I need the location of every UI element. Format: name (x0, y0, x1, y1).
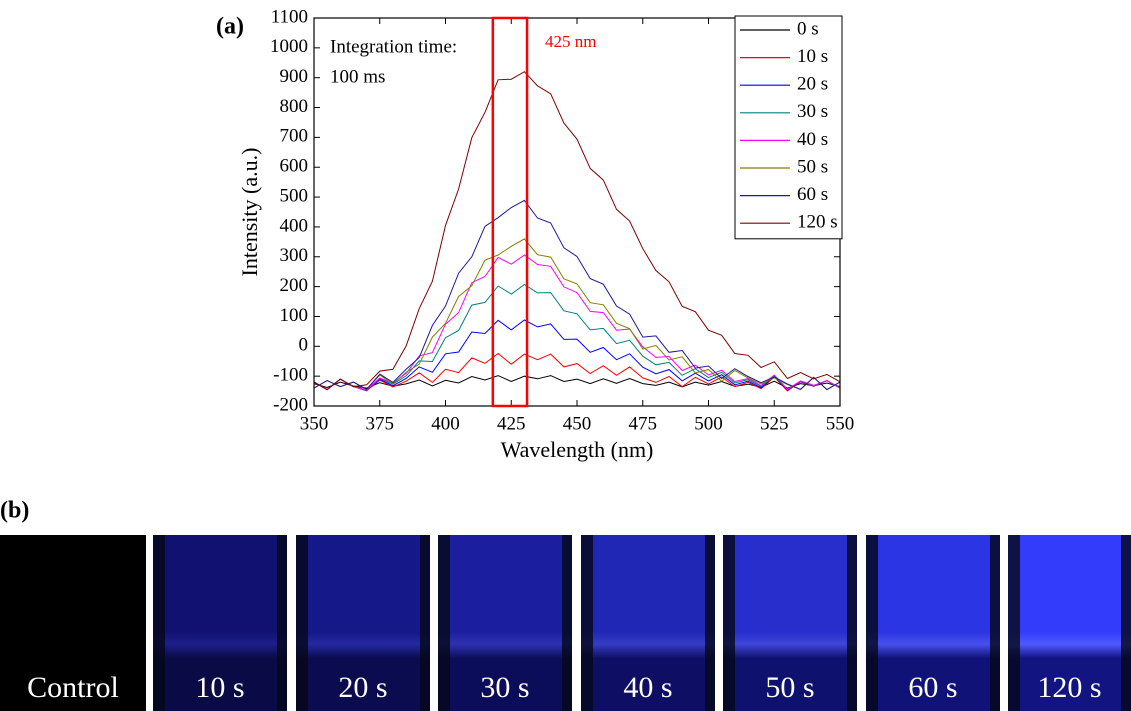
photo (438, 535, 572, 711)
annotation: 100 ms (330, 66, 385, 87)
vial-edge (438, 535, 450, 711)
photo (1008, 535, 1131, 711)
x-tick-label: 425 (497, 413, 526, 434)
photo (723, 535, 857, 711)
x-tick-label: 525 (760, 413, 789, 434)
series-line (313, 319, 841, 392)
vial-edge (866, 535, 878, 711)
series-line (313, 352, 841, 392)
photo-label: 60 s (908, 671, 957, 704)
photo-label: 50 s (765, 671, 814, 704)
vial-edge (581, 535, 593, 711)
series-line (313, 238, 841, 391)
x-tick-label: 550 (826, 413, 855, 434)
vial-edge (296, 535, 308, 711)
legend-box (734, 15, 843, 240)
y-tick-label: 900 (280, 66, 309, 87)
photo (153, 535, 287, 711)
y-tick-label: 0 (299, 335, 309, 356)
legend-label: 30 s (797, 101, 828, 122)
vial-edge (277, 535, 287, 711)
vial-edge (723, 535, 735, 711)
y-tick-label: 300 (280, 245, 309, 266)
photo-label: Control (27, 671, 119, 704)
y-tick-label: 100 (280, 305, 309, 326)
y-tick-label: 400 (280, 215, 309, 236)
y-tick-label: 800 (280, 96, 309, 117)
x-tick-label: 400 (431, 413, 460, 434)
y-tick-label: -100 (273, 365, 308, 386)
photo (866, 535, 1000, 711)
y-tick-label: 700 (280, 126, 309, 147)
vial-edge (847, 535, 857, 711)
legend-label: 120 s (797, 212, 838, 233)
vial-edge (705, 535, 715, 711)
photo-label: 30 s (480, 671, 529, 704)
x-tick-label: 350 (300, 413, 329, 434)
series-line (313, 199, 841, 391)
legend-label: 10 s (797, 46, 828, 67)
vial-edge (153, 535, 165, 711)
photo-label: 120 s (1037, 671, 1101, 704)
x-tick-label: 375 (366, 413, 395, 434)
x-tick-label: 450 (563, 413, 592, 434)
y-tick-label: -200 (273, 394, 308, 415)
legend-label: 60 s (797, 184, 828, 205)
series-line (313, 71, 841, 391)
y-tick-label: 500 (280, 185, 309, 206)
y-tick-label: 1100 (271, 6, 308, 27)
x-tick-label: 475 (629, 413, 658, 434)
legend-label: 50 s (797, 156, 828, 177)
x-tick-label: 500 (694, 413, 723, 434)
y-axis-label: Intensity (a.u.) (237, 148, 262, 277)
vial-edge (420, 535, 430, 711)
vial-edge (562, 535, 572, 711)
y-tick-label: 200 (280, 275, 309, 296)
annotation: 425 nm (545, 32, 596, 51)
panel-label: (a) (216, 14, 244, 40)
legend-label: 40 s (797, 129, 828, 150)
panel-label: (b) (0, 498, 29, 524)
photo-label: 40 s (623, 671, 672, 704)
series-line (313, 375, 841, 389)
highlight-box (491, 16, 529, 408)
annotation: Integration time: (330, 36, 457, 57)
legend-label: 20 s (797, 74, 828, 95)
legend-label: 0 s (797, 18, 819, 39)
x-axis-label: Wavelength (nm) (501, 437, 654, 462)
photo (581, 535, 715, 711)
y-tick-label: 1000 (270, 36, 308, 57)
y-tick-label: 600 (280, 156, 309, 177)
vial-edge (1121, 535, 1131, 711)
vial-edge (990, 535, 1000, 711)
photo-label: 10 s (195, 671, 244, 704)
photo (0, 535, 146, 711)
vial-edge (1008, 535, 1020, 711)
photo (296, 535, 430, 711)
photo-label: 20 s (338, 671, 387, 704)
series-line (313, 283, 841, 391)
